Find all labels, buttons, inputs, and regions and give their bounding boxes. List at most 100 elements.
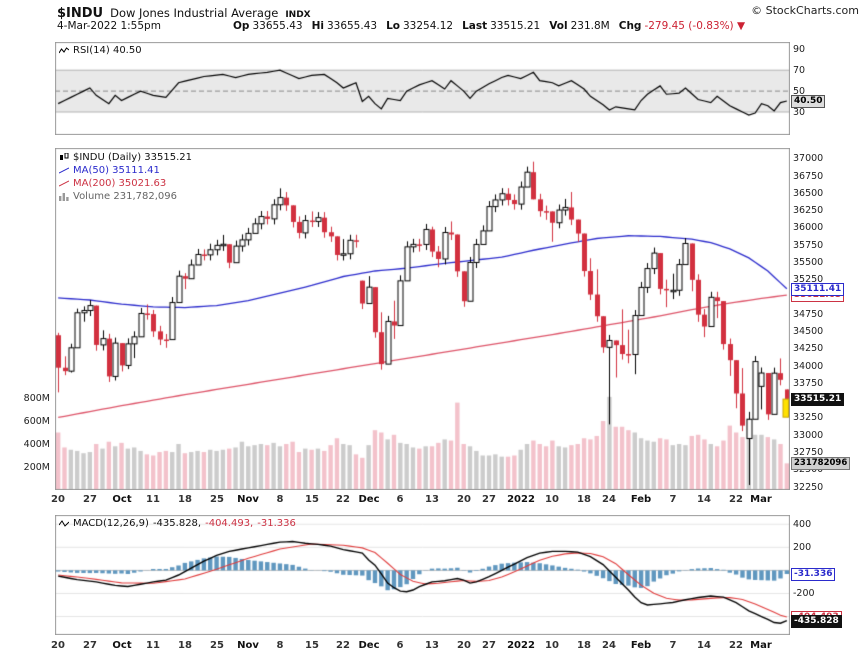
quote-volume: Vol 231.8M: [549, 20, 610, 32]
date-axis-label: 10: [545, 640, 559, 651]
price-axis-tick: 33000: [793, 430, 824, 441]
open-value: 33655.43: [252, 20, 303, 32]
high-label: Hi: [311, 20, 324, 32]
macd-hist-value: -31.336: [257, 518, 296, 529]
price-axis-tick: 33250: [793, 412, 824, 423]
rsi-axis-tick: 30: [793, 107, 806, 118]
quote-open: Op 33655.43: [233, 20, 303, 32]
date-axis-label: 8: [276, 494, 284, 505]
macd-line-value: -435.828,: [152, 518, 202, 529]
date-axis-label: 2022: [507, 640, 535, 651]
volume-value: 231.8M: [570, 20, 610, 32]
date-axis-label: 20: [51, 494, 65, 505]
date-axis-label: Feb: [630, 494, 652, 505]
ma50-badge: 35111.41: [791, 283, 845, 296]
last-value: 33515.21: [490, 20, 541, 32]
price-axis-tick: 36250: [793, 205, 824, 216]
price-axis-tick: 34750: [793, 309, 824, 320]
macd-line-icon: [59, 520, 69, 527]
date-axis-label: 8: [276, 640, 284, 651]
rsi-legend-label: RSI(14) 40.50: [73, 45, 142, 56]
date-axis-label: 24: [602, 494, 616, 505]
date-axis-label: Oct: [112, 640, 132, 651]
price-axis-tick: 35750: [793, 240, 824, 251]
price-axis-tick: 35250: [793, 274, 824, 285]
ma200-legend: MA(200) 35021.63: [59, 178, 166, 189]
date-axis-label: Mar: [750, 640, 772, 651]
volume-badge: 231782096: [791, 457, 851, 470]
macd-badge: -435.828: [791, 615, 842, 628]
volume-label: Vol: [549, 20, 568, 32]
price-axis-tick: 37000: [793, 153, 824, 164]
low-label: Lo: [386, 20, 400, 32]
macd-canvas: [55, 515, 790, 635]
price-axis-tick: 33750: [793, 378, 824, 389]
rsi-axis-tick: 70: [793, 65, 806, 76]
stockcharts-copyright-link[interactable]: © StockCharts.com: [751, 4, 859, 17]
rsi-axis-tick: 90: [793, 44, 806, 55]
date-axis-label: 15: [305, 494, 319, 505]
date-axis-label: 2022: [507, 494, 535, 505]
date-axis-label: 11: [146, 494, 160, 505]
date-axis-label: 25: [210, 640, 224, 651]
ma50-legend: MA(50) 35111.41: [59, 165, 160, 176]
date-axis-label: Dec: [358, 640, 380, 651]
hist-badge: -31.336: [791, 568, 836, 581]
quote-row: 4-Mar-2022 1:55pm Op 33655.43 Hi 33655.43 Lo 3…: [57, 20, 754, 32]
date-axis-label: 20: [457, 494, 471, 505]
open-label: Op: [233, 20, 250, 32]
date-axis-label: 27: [482, 494, 496, 505]
volume-axis-tick: 400M: [23, 439, 50, 450]
date-axis-label: 18: [577, 494, 591, 505]
exchange-label: INDX: [285, 10, 311, 20]
date-axis-label: 20: [457, 640, 471, 651]
last-badge: 33515.21: [791, 393, 845, 406]
date-axis-label: Nov: [237, 640, 259, 651]
index-name: Dow Jones Industrial Average: [110, 6, 279, 20]
date-axis-label: 10: [545, 494, 559, 505]
date-axis-label: Dec: [358, 494, 380, 505]
date-axis-label: 22: [336, 494, 350, 505]
price-canvas: [55, 148, 790, 490]
date-axis-label: 22: [336, 640, 350, 651]
down-arrow-icon: ▼: [737, 20, 746, 32]
date-axis-label: Oct: [112, 494, 132, 505]
chart-header: $INDU Dow Jones Industrial Average INDX: [57, 2, 311, 21]
date-axis-label: Nov: [237, 494, 259, 505]
rsi-canvas: [55, 42, 790, 135]
change-label: Chg: [618, 20, 642, 32]
date-axis-label: 11: [146, 640, 160, 651]
price-axis-tick: 32750: [793, 447, 824, 458]
volume-axis-tick: 800M: [23, 393, 50, 404]
price-axis-tick: 32250: [793, 482, 824, 493]
rsi-line-icon: [59, 47, 69, 54]
macd-legend-label: MACD(12,26,9): [73, 518, 149, 529]
volume-legend-label: Volume 231,782,096: [73, 191, 177, 202]
volume-bars-icon: [59, 193, 69, 201]
date-axis-label: 27: [83, 494, 97, 505]
quote-datetime: 4-Mar-2022 1:55pm: [57, 20, 161, 32]
price-axis-tick: 34000: [793, 361, 824, 372]
date-axis-label: 24: [602, 640, 616, 651]
last-label: Last: [462, 20, 488, 32]
price-axis-tick: 34500: [793, 326, 824, 337]
macd-signal-value: -404.493,: [205, 518, 254, 529]
date-axis-label: 18: [577, 640, 591, 651]
symbol: $INDU: [57, 6, 104, 21]
symbol-legend-label: $INDU (Daily) 33515.21: [73, 152, 192, 163]
date-axis-label: 20: [51, 640, 65, 651]
date-axis-label: 6: [396, 640, 404, 651]
change-value: -279.45 (-0.83%): [644, 20, 734, 32]
symbol-legend: $INDU (Daily) 33515.21: [59, 152, 192, 163]
date-axis-label: 18: [178, 494, 192, 505]
date-axis-label: Mar: [750, 494, 772, 505]
price-axis-tick: 36500: [793, 188, 824, 199]
date-axis-label: 6: [396, 494, 404, 505]
volume-legend: Volume 231,782,096: [59, 191, 177, 202]
macd-axis-tick: 200: [793, 542, 812, 553]
date-axis-label: 7: [669, 494, 677, 505]
rsi-axis-tick: 50: [793, 86, 806, 97]
ma50-line-icon: [59, 167, 69, 174]
macd-axis-tick: -200: [793, 588, 815, 599]
